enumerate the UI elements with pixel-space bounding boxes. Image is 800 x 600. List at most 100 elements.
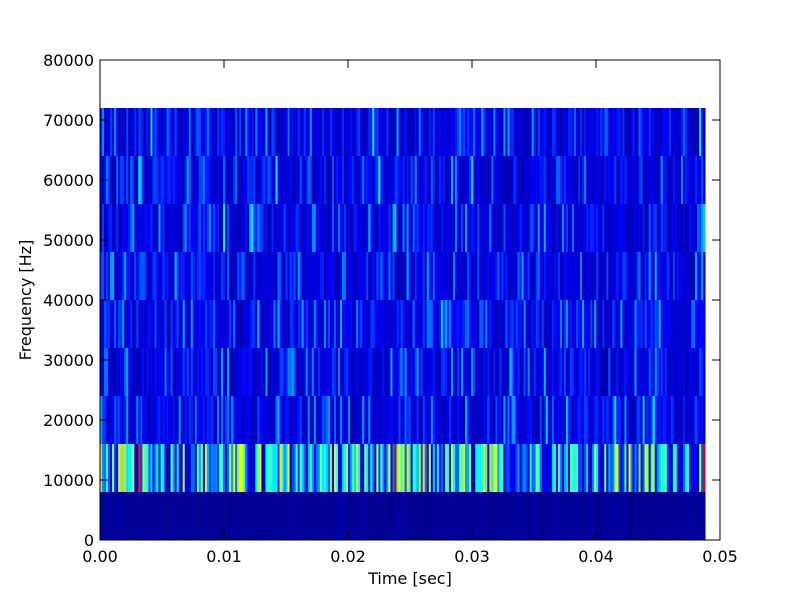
spectrogram-cell <box>182 396 186 444</box>
spectrogram-cell <box>580 156 583 204</box>
spectrogram-cell <box>283 204 286 252</box>
spectrogram-cell <box>398 252 401 300</box>
spectrogram-cell <box>174 444 178 492</box>
spectrogram-cell <box>380 300 383 348</box>
spectrogram-cell <box>214 108 218 156</box>
spectrogram-cell <box>602 252 605 300</box>
spectrogram-cell <box>368 396 371 444</box>
spectrogram-cell <box>533 444 537 492</box>
spectrogram-cell <box>104 348 107 396</box>
spectrogram-cell <box>132 252 135 300</box>
spectrogram-cell <box>444 492 448 540</box>
spectrogram-cell <box>174 204 178 252</box>
spectrogram-cell <box>660 348 664 396</box>
spectrogram-cell <box>376 396 379 444</box>
spectrogram-cell <box>124 396 127 444</box>
spectrogram-cell <box>146 252 149 300</box>
spectrogram-cell <box>295 444 299 492</box>
spectrogram-cell <box>656 204 660 252</box>
spectrogram-cell <box>636 444 639 492</box>
spectrogram-cell <box>608 396 611 444</box>
spectrogram-cell <box>384 204 387 252</box>
spectrogram-cell <box>463 204 466 252</box>
spectrogram-cell <box>263 396 266 444</box>
spectrogram-cell <box>208 204 212 252</box>
spectrogram-cell <box>602 444 605 492</box>
spectrogram-cell <box>118 252 121 300</box>
spectrogram-cell <box>551 252 555 300</box>
spectrogram-cell <box>331 156 335 204</box>
spectrogram-cell <box>559 204 563 252</box>
spectrogram-cell <box>200 156 204 204</box>
spectrogram-cell <box>402 252 405 300</box>
spectrogram-cell <box>616 156 619 204</box>
spectrogram-cell <box>114 252 117 300</box>
spectrogram-cell <box>616 492 619 540</box>
spectrogram-cell <box>582 108 585 156</box>
spectrogram-cell <box>168 252 171 300</box>
spectrogram-cell <box>289 252 293 300</box>
spectrogram-cell <box>317 444 321 492</box>
spectrogram-cell <box>406 300 410 348</box>
spectrogram-cell <box>186 396 190 444</box>
x-tick-label: 0.00 <box>82 547 118 566</box>
spectrogram-cell <box>277 204 280 252</box>
spectrogram-cell <box>140 108 143 156</box>
spectrogram-cell <box>499 300 502 348</box>
spectrogram-cell <box>275 492 278 540</box>
spectrogram-cell <box>194 492 198 540</box>
spectrogram-cell <box>289 444 293 492</box>
spectrogram-cell <box>648 156 652 204</box>
spectrogram-cell <box>257 108 260 156</box>
spectrogram-cell <box>634 300 637 348</box>
spectrogram-cell <box>412 396 416 444</box>
spectrogram-cell <box>563 108 567 156</box>
spectrogram-cell <box>491 444 494 492</box>
spectrogram-cell <box>348 444 351 492</box>
spectrogram-cell <box>329 300 333 348</box>
spectrogram-cell <box>459 444 462 492</box>
spectrogram-cell <box>436 300 440 348</box>
spectrogram-cell <box>138 444 141 492</box>
spectrogram-cell <box>574 396 577 444</box>
spectrogram-cell <box>430 300 434 348</box>
spectrogram-cell <box>557 348 561 396</box>
spectrogram-cell <box>638 444 641 492</box>
spectrogram-cell <box>362 348 365 396</box>
spectrogram-cell <box>287 252 291 300</box>
spectrogram-cell <box>198 444 202 492</box>
spectrogram-cell <box>481 108 484 156</box>
spectrogram-cell <box>235 348 238 396</box>
spectrogram-cell <box>162 396 165 444</box>
spectrogram-cell <box>208 252 212 300</box>
spectrogram-cell <box>132 444 135 492</box>
spectrogram-cell <box>255 156 258 204</box>
spectrogram-cell <box>100 252 103 300</box>
spectrogram-cell <box>543 204 547 252</box>
spectrogram-cell <box>501 492 504 540</box>
spectrogram-cell <box>634 252 637 300</box>
spectrogram-cell <box>571 156 575 204</box>
spectrogram-cell <box>352 204 355 252</box>
spectrogram-cell <box>664 396 668 444</box>
spectrogram-cell <box>600 300 603 348</box>
spectrogram-cell <box>364 204 367 252</box>
spectrogram-cell <box>317 252 321 300</box>
spectrogram-cell <box>295 204 299 252</box>
spectrogram-cell <box>206 156 210 204</box>
spectrogram-cell <box>249 300 252 348</box>
spectrogram-cell <box>432 396 436 444</box>
spectrogram-cell <box>535 252 539 300</box>
spectrogram-cell <box>626 348 629 396</box>
spectrogram-cell <box>241 492 244 540</box>
spectrogram-cell <box>106 300 109 348</box>
spectrogram-cell <box>592 444 595 492</box>
spectrogram-cell <box>164 300 167 348</box>
spectrogram-cell <box>261 108 264 156</box>
spectrogram-cell <box>580 444 583 492</box>
spectrogram-cell <box>293 300 297 348</box>
spectrogram-cell <box>636 396 639 444</box>
spectrogram-cell <box>529 300 533 348</box>
spectrogram-cell <box>319 300 323 348</box>
spectrogram-cell <box>459 252 462 300</box>
